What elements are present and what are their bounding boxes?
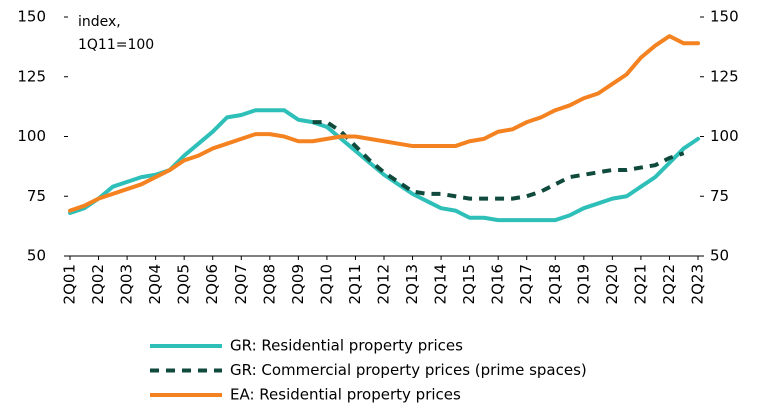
x-tick-label: 2Q19 (574, 264, 592, 304)
x-tick-label: 2Q11 (346, 264, 364, 304)
legend-label: EA: Residential property prices (230, 386, 461, 404)
x-tick-label: 2Q21 (631, 264, 649, 304)
x-tick-label: 2Q04 (146, 264, 164, 304)
x-tick-label: 2Q05 (175, 264, 193, 304)
series-line (68, 34, 700, 213)
x-tick-label: 2Q09 (289, 264, 307, 304)
y2-tick-label: 75 (710, 187, 729, 205)
series-line (68, 108, 700, 223)
x-tick-label: 2Q16 (489, 264, 507, 304)
y2-tick-label: 125 (710, 67, 739, 85)
legend-label: GR: Residential property prices (230, 337, 463, 355)
annotation: index, (78, 14, 121, 30)
x-tick-label: 2Q15 (460, 264, 478, 304)
series-line (312, 120, 685, 201)
y-tick-label: 75 (27, 187, 46, 205)
x-tick-label: 2Q23 (689, 264, 707, 304)
x-tick-label: 2Q17 (517, 264, 535, 304)
legend-label: GR: Commercial property prices (prime sp… (230, 361, 587, 379)
x-tick-label: 2Q03 (118, 264, 136, 304)
x-tick-label: 2Q22 (660, 264, 678, 304)
x-tick-label: 2Q06 (203, 264, 221, 304)
x-tick-label: 2Q14 (432, 264, 450, 304)
y2-tick-label: 50 (710, 247, 729, 265)
y-tick-label: 50 (27, 247, 46, 265)
x-tick-label: 2Q02 (89, 264, 107, 304)
x-tick-label: 2Q12 (375, 264, 393, 304)
x-tick-label: 2Q07 (232, 264, 250, 304)
x-tick-label: 2Q13 (403, 264, 421, 304)
x-tick-label: 2Q01 (61, 264, 79, 304)
y2-tick-label: 100 (710, 127, 739, 145)
y-tick-label: 100 (17, 127, 46, 145)
x-tick-label: 2Q20 (603, 264, 621, 304)
x-tick-label: 2Q18 (546, 264, 564, 304)
x-tick-label: 2Q10 (317, 264, 335, 304)
y-tick-label: 125 (17, 67, 46, 85)
annotation: 1Q11=100 (78, 37, 154, 53)
y-tick-label: 150 (17, 8, 46, 26)
y2-tick-label: 150 (710, 8, 739, 26)
x-tick-label: 2Q08 (260, 264, 278, 304)
